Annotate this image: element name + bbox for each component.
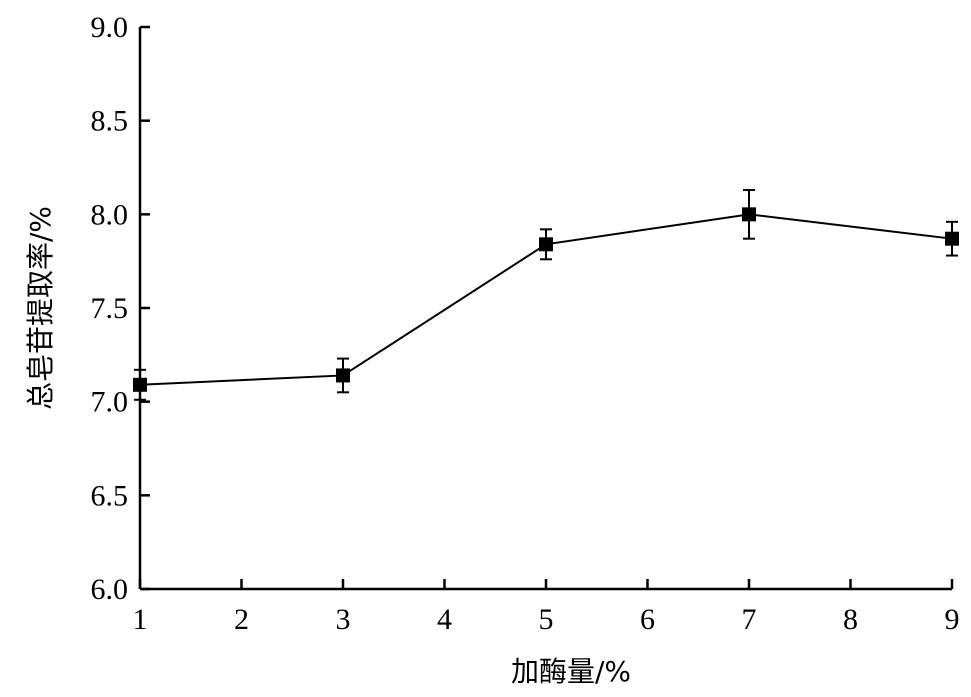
x-axis-title: 加酶量/% — [511, 655, 631, 688]
x-tick-label: 7 — [742, 603, 757, 636]
data-series — [133, 188, 959, 401]
data-point — [133, 377, 147, 392]
x-tick-label: 9 — [945, 603, 960, 636]
x-tick-label: 5 — [539, 603, 554, 636]
x-tick-label: 2 — [234, 603, 249, 636]
y-tick-label: 8.0 — [91, 198, 129, 231]
x-tick-label: 6 — [640, 603, 655, 636]
x-tick-label: 1 — [133, 603, 148, 636]
y-tick-label: 8.5 — [91, 105, 129, 138]
y-tick-label: 7.0 — [91, 386, 129, 419]
x-tick-label: 3 — [336, 603, 351, 636]
y-ticks: 6.0 6.5 7.0 7.5 8.0 8.5 9.0 — [91, 11, 150, 606]
y-axis-title: 总皂苷提取率/% — [24, 206, 57, 410]
y-tick-label: 6.5 — [91, 479, 129, 512]
x-tick-label: 4 — [437, 603, 452, 636]
y-tick-label: 7.5 — [91, 292, 129, 325]
x-tick-label: 8 — [843, 603, 858, 636]
data-point — [742, 207, 756, 222]
y-tick-label: 6.0 — [91, 573, 129, 606]
x-ticks: 1 2 3 4 5 6 7 8 9 — [133, 579, 960, 636]
data-point — [539, 237, 553, 252]
y-tick-label: 9.0 — [91, 11, 129, 44]
data-point — [945, 231, 959, 246]
data-point — [336, 368, 350, 383]
axes — [138, 27, 952, 591]
